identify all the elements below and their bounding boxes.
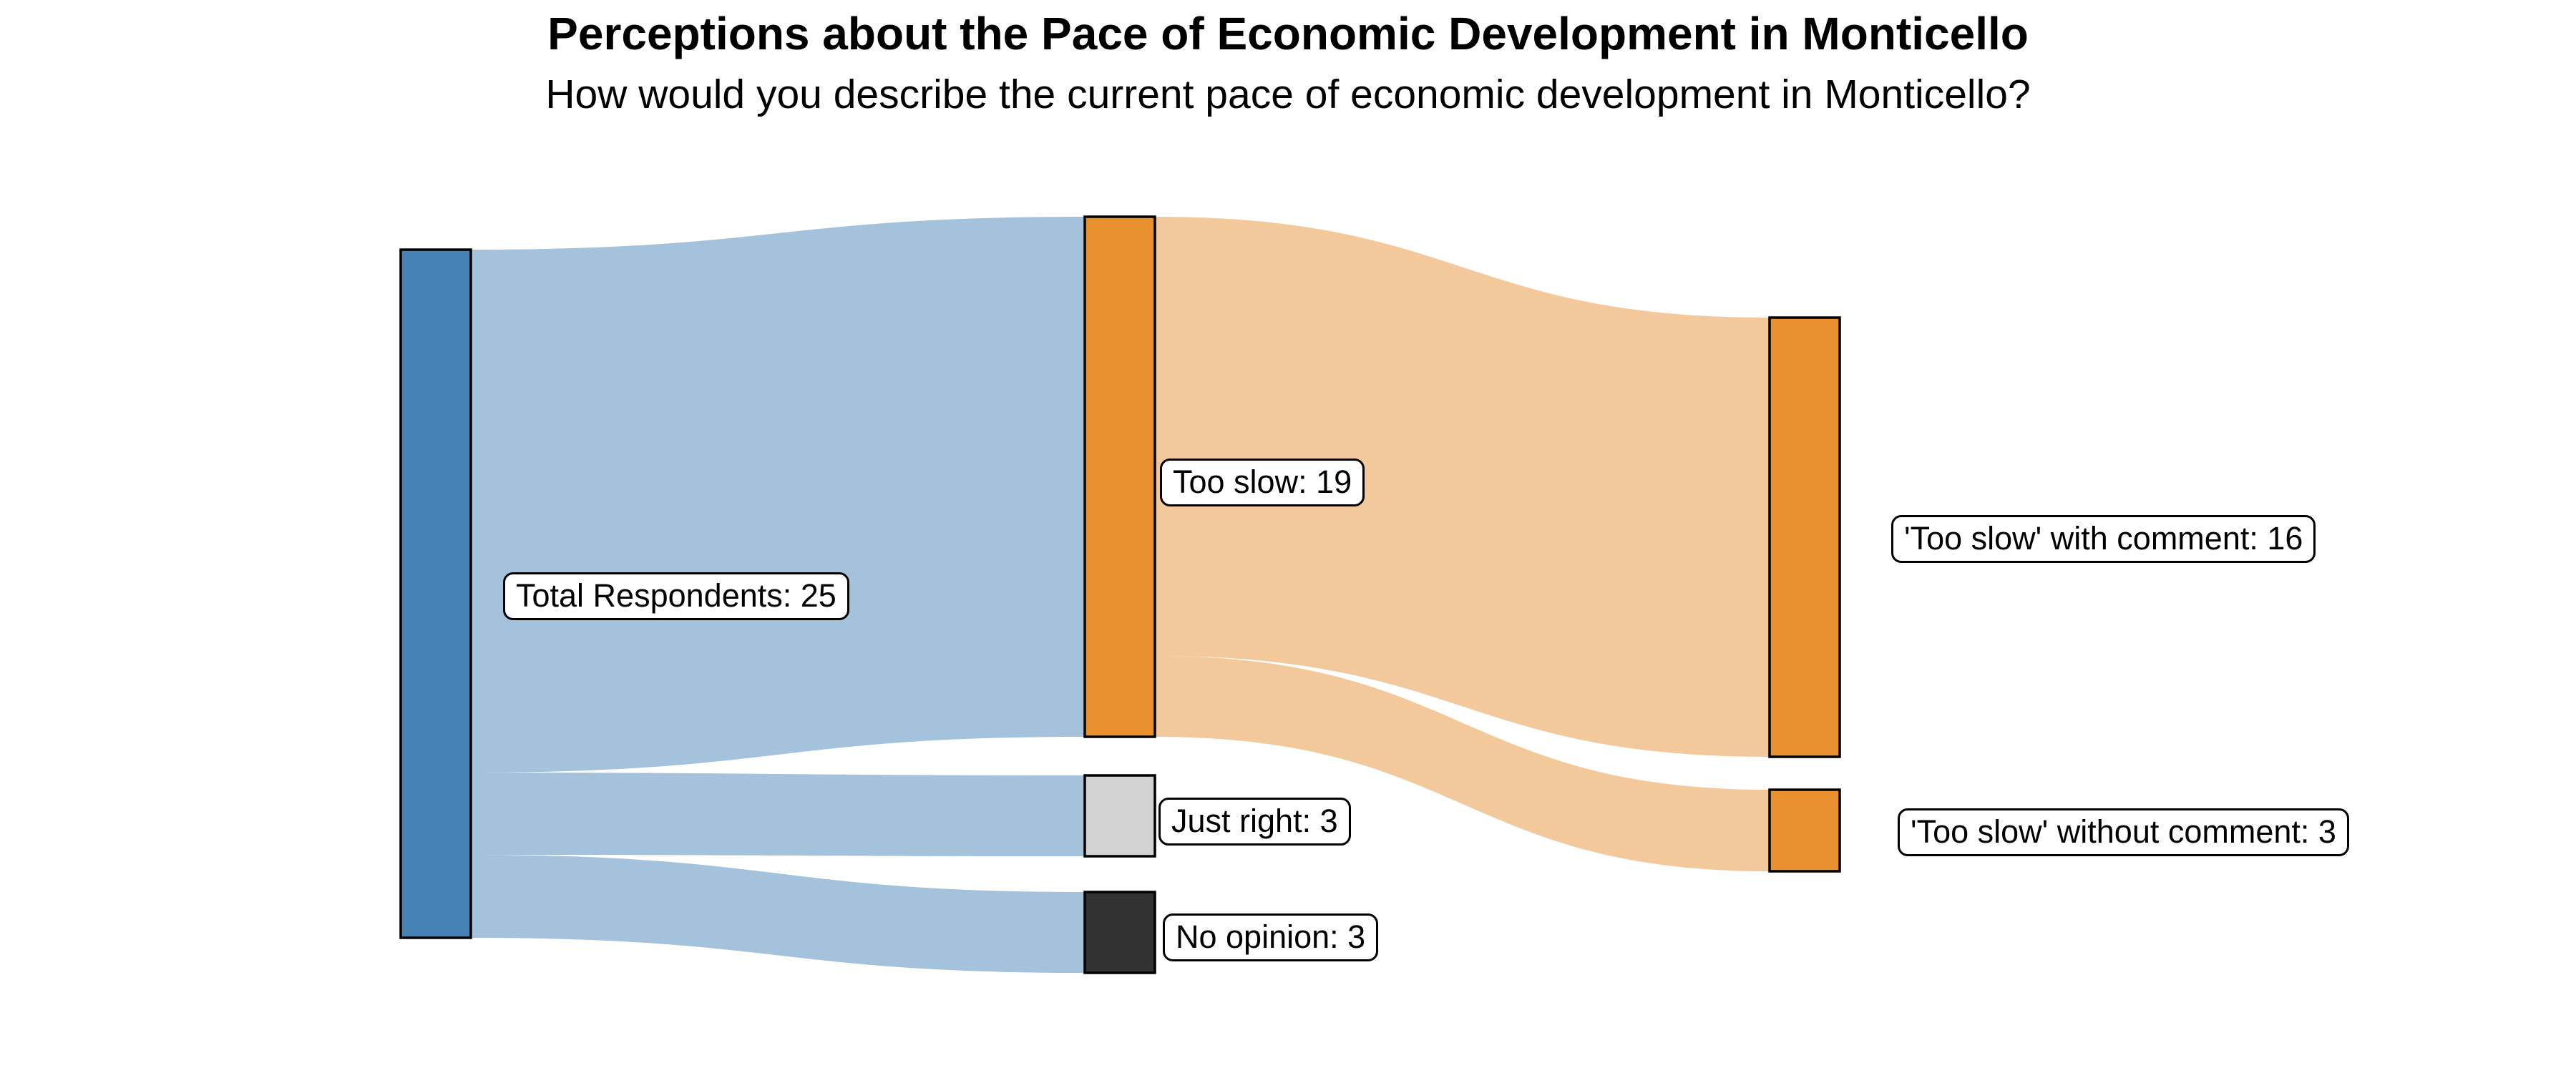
- chart-subtitle: How would you describe the current pace …: [545, 72, 2031, 117]
- sankey-link-total-to-too-slow: [471, 217, 1085, 773]
- node-label-no-opinion: No opinion: 3: [1163, 913, 1379, 961]
- sankey-link-too-slow-to-without-comment: [1155, 656, 1770, 871]
- node-label-just-right: Just right: 3: [1158, 798, 1351, 846]
- sankey-node-no-opinion: [1083, 891, 1156, 974]
- node-label-total-respondents: Total Respondents: 25: [503, 572, 849, 620]
- chart-title: Perceptions about the Pace of Economic D…: [547, 8, 2029, 59]
- sankey-node-too-slow-with-comment: [1768, 316, 1841, 758]
- sankey-node-too-slow-without-comment: [1768, 788, 1841, 873]
- sankey-node-total-respondents: [399, 248, 472, 939]
- node-label-too-slow-with-comment: 'Too slow' with comment: 16: [1891, 515, 2316, 563]
- sankey-link-total-to-just-right: [471, 773, 1085, 856]
- sankey-link-total-to-no-opinion: [471, 855, 1085, 973]
- node-label-too-slow: Too slow: 19: [1160, 459, 1365, 506]
- sankey-node-too-slow: [1083, 215, 1156, 738]
- node-label-too-slow-without-comment: 'Too slow' without comment: 3: [1898, 808, 2349, 856]
- sankey-node-just-right: [1083, 774, 1156, 858]
- sankey-link-too-slow-to-with-comment: [1155, 217, 1770, 757]
